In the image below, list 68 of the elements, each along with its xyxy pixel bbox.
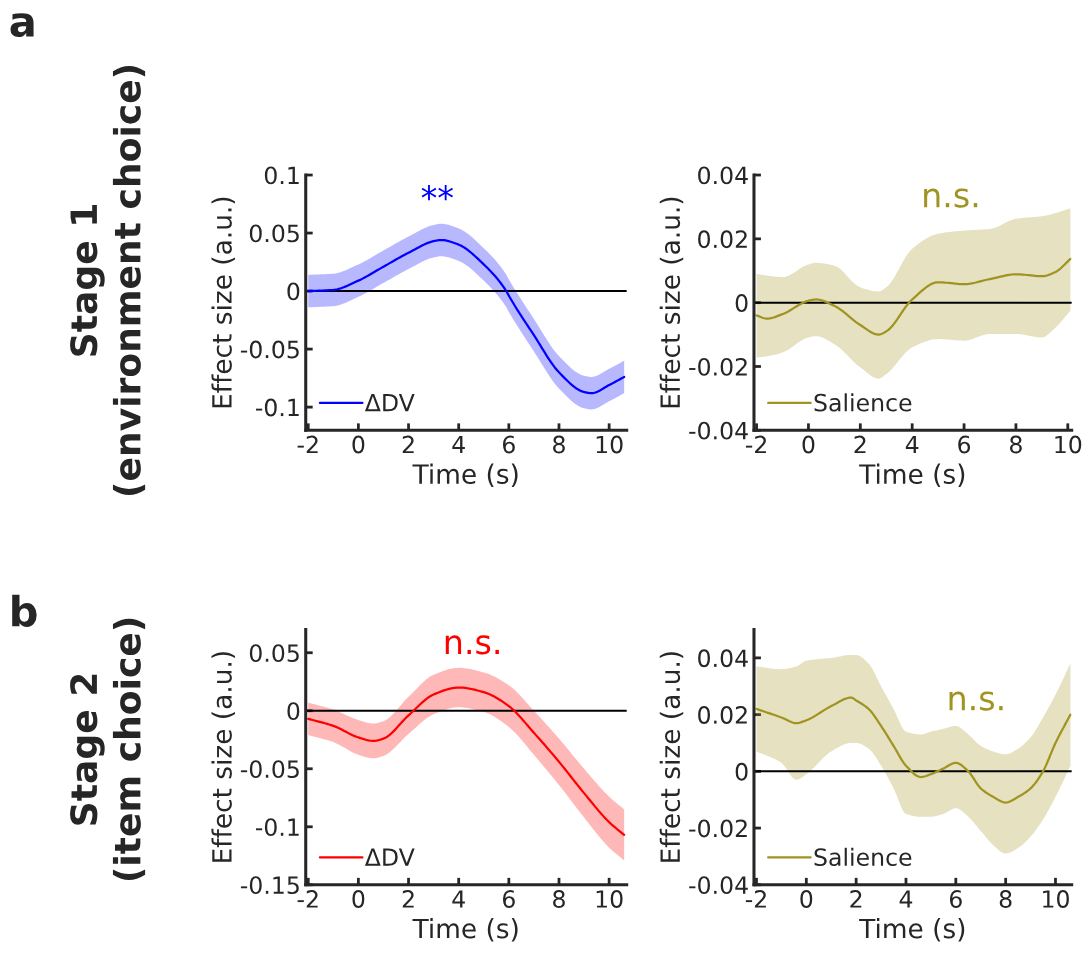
x-tick-label: 8	[999, 890, 1012, 908]
x-tick-label: 6	[958, 435, 971, 454]
x-tick-label: 2	[402, 890, 414, 908]
y-tick-label: 0.1	[264, 166, 299, 185]
y-tick-label: 0.02	[698, 230, 747, 249]
x-tick-label: 0	[800, 890, 813, 908]
y-axis-title: Effect size (a.u.)	[659, 197, 684, 408]
x-tick-label: 0	[352, 435, 365, 454]
text: Stage 2 (item choice)	[70, 618, 146, 881]
x-tick-label: 6	[502, 435, 515, 454]
legend-label: ΔDV	[364, 848, 415, 866]
y-tick-label: 0	[735, 762, 748, 781]
x-tick-label: 10	[596, 890, 623, 908]
y-tick-label: 0.04	[698, 649, 748, 668]
y-tick-label: 0.04	[698, 166, 748, 185]
x-tick-label: -2	[745, 890, 766, 908]
x-tick-label: 6	[502, 890, 515, 908]
x-axis-title: Time (s)	[859, 918, 965, 942]
x-tick-label: 10	[1043, 890, 1069, 908]
x-tick-label: 2	[402, 435, 414, 454]
y-tick-label: 0	[735, 294, 748, 312]
y-tick-label: -0.04	[689, 876, 748, 895]
x-tick-label: 4	[905, 435, 919, 454]
annotation: n.s.	[924, 188, 978, 208]
y-tick-label: -0.05	[240, 340, 299, 359]
x-axis-title: Time (s)	[412, 918, 518, 942]
y-tick-label: 0.05	[249, 224, 299, 243]
y-tick-label: -0.02	[689, 819, 747, 838]
x-tick-label: 0	[802, 435, 815, 454]
annotation: **	[421, 185, 453, 201]
y-tick-label: -0.02	[689, 357, 747, 376]
y-tick-label: -0.05	[240, 760, 299, 779]
x-tick-label: 8	[553, 435, 565, 454]
y-tick-label: 0.05	[249, 644, 299, 663]
y-axis-title: Effect size (a.u.)	[211, 197, 235, 408]
x-tick-label: 6	[949, 890, 962, 908]
y-tick-label: -0.1	[255, 398, 299, 417]
x-tick-label: 4	[452, 435, 465, 454]
x-tick-label: -2	[297, 890, 318, 908]
text: b	[12, 594, 37, 627]
y-tick-label: -0.15	[240, 876, 299, 895]
legend-label: Salience	[814, 393, 912, 412]
x-tick-label: 0	[352, 890, 365, 908]
y-tick-label: -0.04	[689, 421, 748, 440]
x-tick-label: -2	[297, 435, 318, 454]
x-tick-label: -2	[745, 435, 766, 454]
text: Stage 1 (environment choice)	[70, 65, 146, 495]
legend-label: ΔDV	[364, 394, 415, 412]
x-tick-label: 10	[596, 435, 623, 454]
y-tick-label: 0.02	[698, 706, 747, 724]
x-axis-title: Time (s)	[412, 463, 518, 488]
legend-label: Salience	[814, 847, 912, 867]
x-tick-label: 2	[850, 890, 862, 908]
x-axis-title: Time (s)	[859, 463, 965, 488]
x-tick-label: 2	[854, 435, 866, 454]
y-tick-label: -0.1	[255, 818, 299, 837]
annotation: n.s.	[445, 635, 499, 655]
x-tick-label: 4	[452, 890, 465, 908]
y-tick-label: 0	[287, 282, 300, 301]
x-tick-label: 8	[1010, 435, 1022, 454]
y-axis-title: Effect size (a.u.)	[659, 652, 684, 862]
y-axis-title: Effect size (a.u.)	[211, 652, 235, 862]
x-tick-label: 10	[1055, 435, 1082, 454]
annotation: n.s.	[949, 691, 1003, 711]
x-tick-label: 8	[553, 890, 565, 908]
text: a	[10, 13, 34, 38]
y-tick-label: 0	[287, 702, 300, 721]
x-tick-label: 4	[899, 890, 913, 908]
